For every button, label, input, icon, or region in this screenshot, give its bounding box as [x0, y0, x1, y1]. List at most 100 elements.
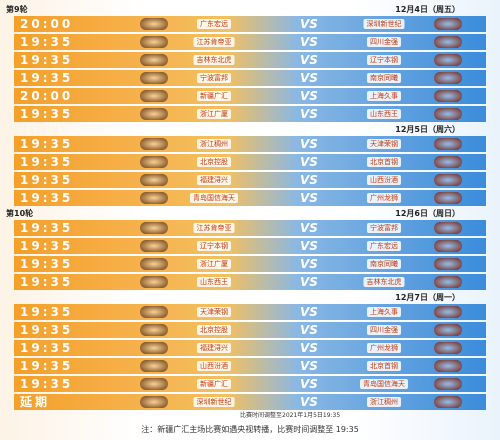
away-logo [434, 378, 462, 390]
home-team: 新疆广汇 [197, 379, 231, 389]
game-time: 19:35 [20, 173, 74, 187]
date-label: 12月6日（周日） [395, 209, 460, 218]
away-logo [434, 72, 462, 84]
home-team: 北京控股 [197, 325, 231, 335]
home-logo [140, 378, 168, 390]
home-logo [140, 222, 168, 234]
footer-note: 注：新疆广汇主场比赛如遇央视转播，比赛时间调整至 19:35 [141, 425, 359, 434]
home-logo [140, 90, 168, 102]
game-row: 19:35 浙江广厦 VS 山东西王 [14, 106, 486, 122]
vs-label: VS [300, 173, 318, 187]
game-row: 19:35 天津荣钢 VS 上海久事 [14, 304, 486, 320]
home-logo [140, 258, 168, 270]
home-team: 浙江广厦 [197, 109, 231, 119]
game-time: 19:35 [20, 137, 74, 151]
home-logo [140, 36, 168, 48]
home-team: 宁波富邦 [197, 73, 231, 83]
away-team: 浙江稠州 [367, 397, 401, 407]
vs-label: VS [300, 395, 318, 409]
vs-label: VS [300, 359, 318, 373]
home-logo [140, 324, 168, 336]
away-team: 青岛国信海天 [360, 379, 408, 389]
game-time: 20:00 [20, 89, 74, 103]
date-label: 12月5日（周六） [395, 125, 460, 134]
away-team: 南京同曦 [367, 73, 401, 83]
away-logo [434, 324, 462, 336]
vs-label: VS [300, 377, 318, 391]
home-logo [140, 156, 168, 168]
away-logo [434, 108, 462, 120]
round-label: 第10轮 [6, 209, 34, 218]
away-logo [434, 342, 462, 354]
home-logo [140, 360, 168, 372]
away-logo [434, 156, 462, 168]
away-team: 天津荣钢 [367, 139, 401, 149]
game-time: 19:35 [20, 377, 74, 391]
away-logo [434, 360, 462, 372]
away-team: 宁波富邦 [367, 223, 401, 233]
away-team: 四川金强 [367, 325, 401, 335]
vs-label: VS [300, 71, 318, 85]
home-logo [140, 276, 168, 288]
game-row: 19:35 北京控股 VS 北京首钢 [14, 154, 486, 170]
date-label: 12月7日（周一） [395, 293, 460, 302]
home-team: 吉林东北虎 [193, 55, 235, 65]
game-row: 19:35 宁波富邦 VS 南京同曦 [14, 70, 486, 86]
home-logo [140, 108, 168, 120]
game-row: 20:00 新疆广汇 VS 上海久事 [14, 88, 486, 104]
game-time: 19:35 [20, 305, 74, 319]
game-time: 19:35 [20, 53, 74, 67]
away-team: 北京首钢 [367, 157, 401, 167]
vs-label: VS [300, 35, 318, 49]
home-team: 江苏肯帝亚 [193, 37, 235, 47]
away-team: 广东宏远 [367, 241, 401, 251]
home-logo [140, 306, 168, 318]
vs-label: VS [300, 257, 318, 271]
vs-label: VS [300, 323, 318, 337]
game-row: 19:35 浙江稠州 VS 天津荣钢 [14, 136, 486, 152]
vs-label: VS [300, 53, 318, 67]
vs-label: VS [300, 89, 318, 103]
away-team: 南京同曦 [367, 259, 401, 269]
vs-label: VS [300, 221, 318, 235]
game-row: 19:35 浙江广厦 VS 南京同曦 [14, 256, 486, 272]
game-row: 19:35 江苏肯帝亚 VS 宁波富邦 [14, 220, 486, 236]
game-row: 19:35 青岛国信海天 VS 广州龙狮 [14, 190, 486, 206]
home-team: 福建浔兴 [197, 343, 231, 353]
home-team: 江苏肯帝亚 [193, 223, 235, 233]
game-time: 20:00 [20, 17, 74, 31]
away-logo [434, 90, 462, 102]
game-note: 比赛时间调整至2021年1月5日19:35 [240, 412, 341, 419]
home-team: 深圳新世纪 [193, 397, 235, 407]
game-row: 19:35 山东西王 VS 吉林东北虎 [14, 274, 486, 290]
home-team: 福建浔兴 [197, 175, 231, 185]
away-team: 山东西王 [367, 109, 401, 119]
vs-label: VS [300, 137, 318, 151]
game-row: 19:35 江苏肯帝亚 VS 四川金强 [14, 34, 486, 50]
home-logo [140, 174, 168, 186]
away-logo [434, 258, 462, 270]
away-logo [434, 396, 462, 408]
game-time: 19:35 [20, 71, 74, 85]
vs-label: VS [300, 341, 318, 355]
home-team: 辽宁本钢 [197, 241, 231, 251]
home-logo [140, 72, 168, 84]
away-team: 深圳新世纪 [363, 19, 405, 29]
away-team: 四川金强 [367, 37, 401, 47]
home-team: 广东宏远 [197, 19, 231, 29]
game-row: 19:35 辽宁本钢 VS 广东宏远 [14, 238, 486, 254]
game-time: 19:35 [20, 155, 74, 169]
game-row: 19:35 山西汾酒 VS 北京首钢 [14, 358, 486, 374]
home-team: 浙江广厦 [197, 259, 231, 269]
home-logo [140, 396, 168, 408]
away-logo [434, 18, 462, 30]
home-team: 山东西王 [197, 277, 231, 287]
game-time: 19:35 [20, 107, 74, 121]
game-time: 19:35 [20, 275, 74, 289]
game-time: 19:35 [20, 191, 74, 205]
vs-label: VS [300, 239, 318, 253]
home-team: 浙江稠州 [197, 139, 231, 149]
away-logo [434, 54, 462, 66]
game-row: 19:35 吉林东北虎 VS 辽宁本钢 [14, 52, 486, 68]
